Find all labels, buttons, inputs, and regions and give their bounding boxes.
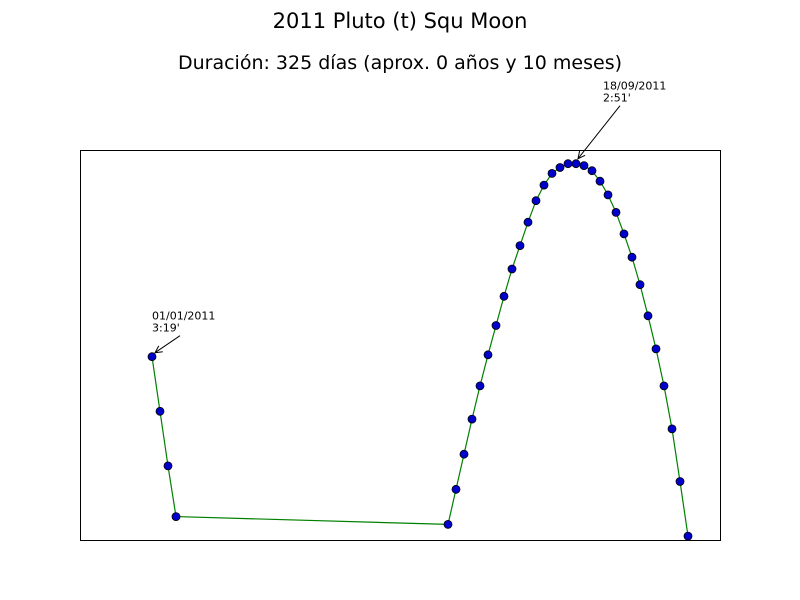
- data-point: [587, 166, 597, 176]
- data-point: [675, 477, 685, 486]
- data-point: [171, 512, 181, 521]
- data-point: [643, 311, 653, 321]
- data-point: [155, 406, 165, 416]
- data-point: [619, 229, 629, 239]
- data-point: [611, 207, 621, 217]
- data-point: [451, 484, 461, 494]
- data-point: [147, 352, 157, 362]
- data-point: [579, 161, 589, 171]
- series-line: [151, 163, 689, 537]
- data-point: [507, 264, 517, 274]
- annotation-date: 01/01/2011: [152, 310, 215, 323]
- data-point: [539, 180, 549, 190]
- data-point: [563, 159, 573, 169]
- data-point: [163, 461, 173, 471]
- plot-area-frame: [80, 150, 721, 541]
- annotation-arrowhead: [577, 150, 586, 160]
- data-point: [651, 344, 661, 354]
- data-point: [523, 217, 533, 227]
- chart-title: 2011 Pluto (t) Squ Moon: [273, 9, 528, 33]
- annotation-date: 18/09/2011: [603, 80, 666, 93]
- data-point: [475, 381, 485, 391]
- data-point: [635, 280, 645, 290]
- data-point: [627, 252, 637, 262]
- data-point: [483, 350, 493, 360]
- data-point: [443, 520, 453, 529]
- data-point: [499, 291, 509, 301]
- annotation-value: 3:19': [152, 322, 180, 335]
- series-group: [147, 159, 693, 541]
- data-point: [683, 531, 693, 541]
- data-point: [467, 414, 477, 424]
- data-point: [571, 159, 581, 169]
- data-point: [491, 321, 501, 330]
- chart-subtitle: Duración: 325 días (aprox. 0 años y 10 m…: [178, 52, 622, 74]
- data-point: [595, 176, 605, 186]
- annotation-value: 2:51': [603, 92, 631, 105]
- data-point: [459, 449, 469, 459]
- data-point: [603, 190, 613, 200]
- annotation-arrow: [577, 105, 621, 160]
- data-point: [547, 168, 557, 178]
- data-point: [531, 196, 541, 206]
- annotation-arrow: [154, 335, 181, 354]
- data-point: [659, 381, 669, 391]
- data-point: [515, 241, 525, 251]
- annotation-arrowhead: [154, 345, 163, 354]
- data-point: [667, 424, 677, 434]
- data-point: [555, 163, 565, 172]
